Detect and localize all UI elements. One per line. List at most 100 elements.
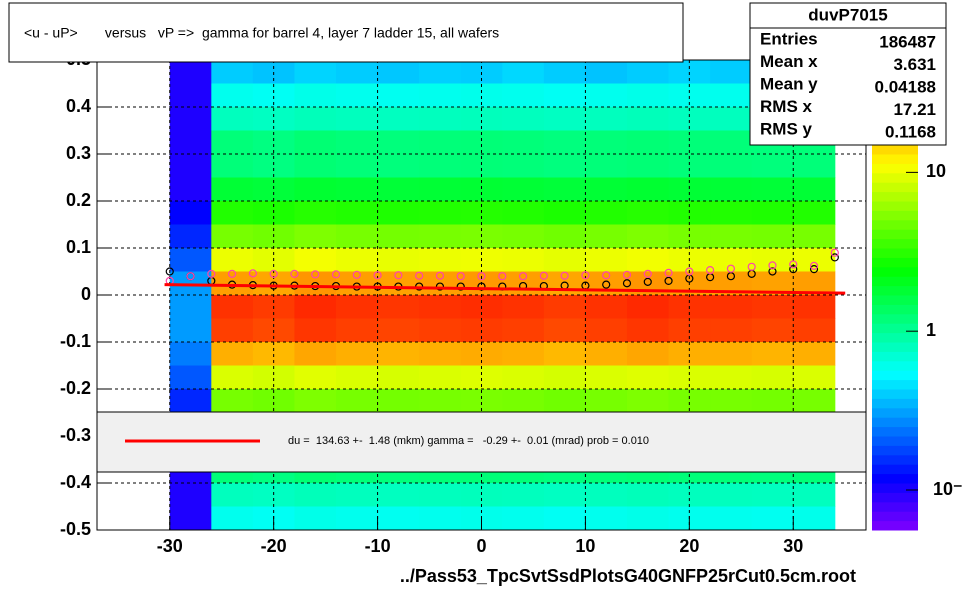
heatmap-cell — [211, 342, 254, 366]
heatmap-cell — [710, 177, 753, 202]
heatmap-cell — [793, 177, 836, 202]
heatmap-cell — [543, 342, 586, 366]
palette-bin — [872, 257, 918, 268]
profile-point — [622, 279, 632, 288]
heatmap-cell — [585, 506, 628, 531]
heatmap-cell — [377, 154, 420, 178]
heatmap-cell — [502, 107, 545, 131]
palette-bin — [872, 285, 918, 296]
heatmap-cell — [543, 224, 586, 249]
heatmap-cell — [419, 483, 462, 507]
heatmap-cell — [336, 224, 379, 249]
fit-line — [164, 283, 846, 295]
stats-value: 186487 — [879, 32, 936, 51]
heatmap-cell — [793, 389, 836, 413]
heatmap-cell — [585, 365, 628, 390]
heatmap-cell — [543, 60, 586, 84]
heatmap-cell — [419, 107, 462, 131]
heatmap-cell — [336, 130, 379, 155]
heatmap-cell — [377, 60, 420, 84]
heatmap-cell — [294, 483, 337, 507]
heatmap-cell — [336, 506, 379, 531]
palette-bin — [872, 483, 918, 493]
heatmap-cell — [294, 318, 337, 343]
heatmap-cell — [377, 130, 420, 155]
heatmap-cell — [377, 177, 420, 202]
palette-bin — [872, 351, 918, 362]
heatmap-cell — [543, 506, 586, 531]
heatmap-cell — [377, 506, 420, 531]
heatmap-cell — [585, 318, 628, 343]
profile-point — [809, 265, 819, 274]
y-tick-label: 0.2 — [66, 190, 91, 210]
heatmap-cell — [793, 295, 836, 319]
heatmap-cell — [543, 483, 586, 507]
profile-point — [560, 271, 569, 280]
heatmap-cell — [502, 83, 545, 108]
palette-bin — [872, 238, 918, 249]
x-tick-label: -30 — [157, 536, 183, 556]
x-tick-label: 20 — [679, 536, 699, 556]
heatmap-cell — [294, 224, 337, 249]
title-box — [8, 2, 684, 63]
x-tick-label: 10 — [575, 536, 595, 556]
heatmap-cell — [502, 154, 545, 178]
heatmap-cell — [751, 295, 794, 319]
heatmap-cell — [294, 506, 337, 531]
heatmap-cell — [793, 224, 836, 249]
heatmap-cell — [211, 506, 254, 531]
heatmap-cell — [294, 83, 337, 108]
z-tick-label: 1 — [926, 320, 936, 340]
palette-bin — [872, 492, 918, 503]
heatmap-cell — [793, 248, 836, 272]
heatmap-cell — [585, 342, 628, 366]
profile-point — [165, 267, 174, 276]
heatmap-cell — [793, 506, 836, 531]
heatmap-cell — [419, 318, 462, 343]
palette-bin — [872, 154, 918, 164]
heatmap-cell — [751, 177, 794, 202]
heatmap-cell — [710, 154, 753, 178]
palette-bin — [872, 266, 918, 277]
profile-point — [768, 267, 777, 276]
heatmap-cell — [377, 365, 420, 390]
x-tick-label: 30 — [783, 536, 803, 556]
heatmap-cell — [419, 224, 462, 249]
heatmap-cell — [751, 483, 794, 507]
heatmap-cell — [377, 318, 420, 343]
stats-label: Entries — [760, 29, 818, 48]
heatmap-cell — [585, 201, 628, 225]
x-tick-label: 0 — [476, 536, 486, 556]
heatmap-cell — [419, 248, 462, 272]
heatmap-cell — [502, 177, 545, 202]
palette-bin — [872, 304, 918, 315]
heatmap-cell — [211, 107, 254, 131]
heatmap-cell — [169, 295, 212, 319]
heatmap-cell — [502, 318, 545, 343]
heatmap-cell — [377, 248, 420, 272]
heatmap-cell — [211, 483, 254, 507]
palette-bin — [872, 417, 918, 428]
heatmap-cell — [626, 389, 670, 413]
heatmap-cell — [336, 201, 379, 225]
palette-bin — [872, 210, 918, 221]
palette-bin — [872, 163, 918, 174]
heatmap-cell — [336, 83, 379, 108]
palette-bin — [872, 248, 918, 258]
heatmap-cell — [543, 295, 586, 319]
heatmap-cell — [169, 318, 212, 343]
profile-point — [768, 261, 777, 270]
y-tick-label: 0.1 — [66, 237, 91, 257]
heatmap-cell — [377, 201, 420, 225]
x-tick-label: -10 — [365, 536, 391, 556]
heatmap-cell — [626, 107, 670, 131]
heatmap-cell — [169, 506, 212, 531]
heatmap-cell — [585, 271, 628, 296]
heatmap-cell — [169, 177, 212, 202]
heatmap-cell — [502, 60, 545, 84]
profile-point — [602, 280, 611, 289]
heatmap-cell — [211, 389, 254, 413]
heatmap-cell — [543, 107, 586, 131]
heatmap-cell — [211, 60, 254, 84]
